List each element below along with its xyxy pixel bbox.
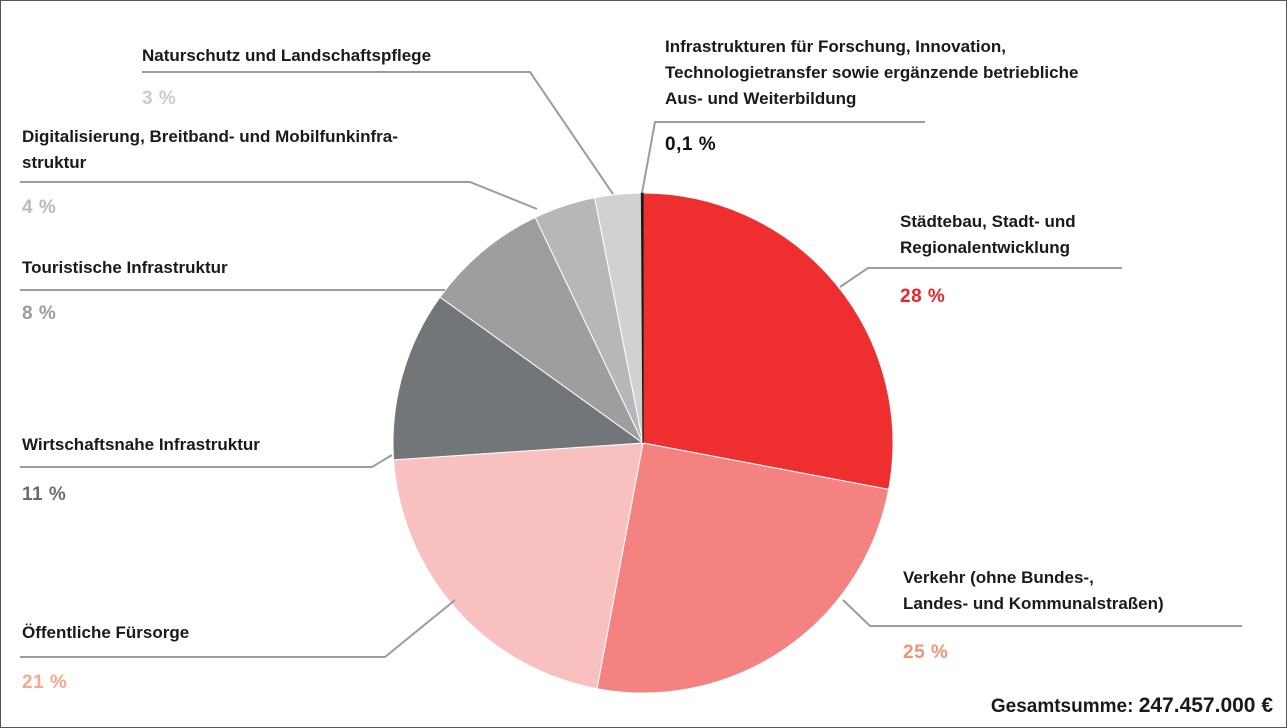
slice-label: Infrastrukturen für Forschung, Innovatio…	[665, 37, 1079, 108]
value-label: 28 %	[900, 286, 946, 307]
leader-line	[142, 71, 614, 195]
leader-line	[641, 121, 925, 194]
leader-line	[839, 267, 1122, 288]
pie-slice	[642, 192, 894, 490]
slice-label: Touristische Infrastruktur	[22, 258, 228, 277]
slice-label: Verkehr (ohne Bundes-, Landes- und Kommu…	[903, 568, 1164, 613]
value-label: 11 %	[22, 484, 67, 505]
value-label: 25 %	[903, 642, 949, 663]
leader-line	[20, 599, 456, 658]
total-value: 247.457.000 €	[1138, 694, 1273, 717]
value-label: 4 %	[22, 197, 57, 218]
pie-slice	[596, 442, 890, 694]
slice-label: Digitalisierung, Breitband- und Mobilfun…	[22, 127, 398, 172]
leader-line	[20, 454, 393, 468]
leader-line	[842, 599, 1242, 627]
total: Gesamtsumme: 247.457.000 €	[991, 694, 1273, 718]
slice-label: Öffentliche Fürsorge	[22, 623, 190, 642]
total-label: Gesamtsumme:	[990, 696, 1134, 717]
leader-line	[20, 181, 538, 210]
value-label: 21 %	[22, 672, 68, 693]
value-label: 8 %	[22, 303, 57, 324]
pie-slice	[392, 296, 645, 461]
pie-slice	[439, 216, 644, 444]
slice-label: Städtebau, Stadt- und Regionalentwicklun…	[900, 212, 1076, 257]
value-label: 3 %	[142, 88, 177, 109]
pie-slice	[393, 442, 644, 690]
slice-label: Naturschutz und Landschaftspflege	[142, 46, 432, 65]
value-label: 0,1 %	[665, 134, 717, 155]
slice-label: Wirtschaftsnahe Infrastruktur	[22, 435, 260, 454]
